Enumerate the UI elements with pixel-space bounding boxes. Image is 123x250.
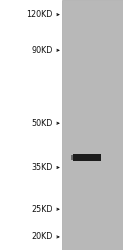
Text: 120KD: 120KD (27, 10, 53, 19)
Text: 35KD: 35KD (31, 163, 53, 172)
Text: 90KD: 90KD (31, 46, 53, 55)
Text: 20KD: 20KD (31, 232, 53, 241)
Text: 25KD: 25KD (31, 205, 53, 214)
Bar (71, 155, 74, 160)
Text: 50KD: 50KD (31, 119, 53, 128)
Bar (74, 154, 101, 161)
Bar (62, 0, 123, 250)
